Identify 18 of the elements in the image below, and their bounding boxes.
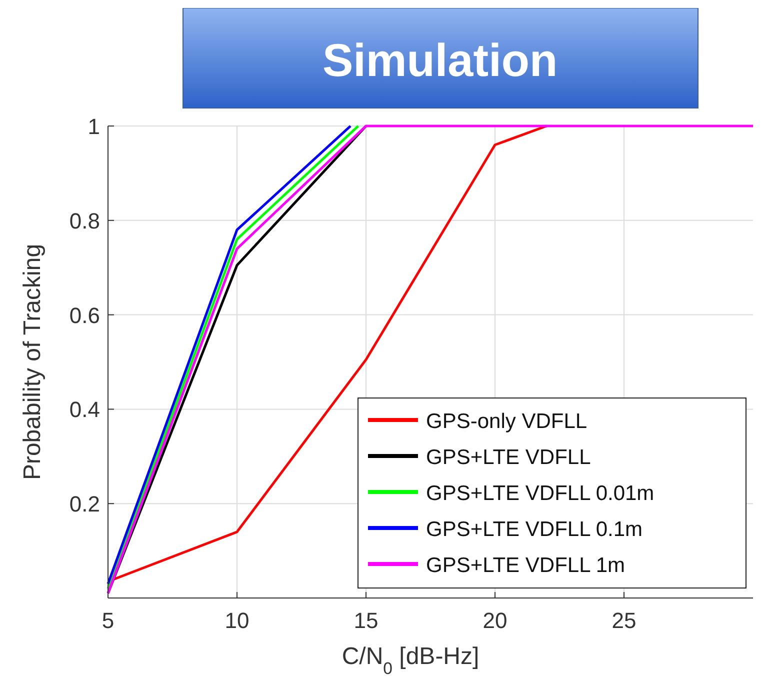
legend-label: GPS+LTE VDFLL [426, 446, 591, 469]
y-tick-label: 0.4 [69, 397, 100, 422]
x-tick-label: 20 [482, 608, 508, 633]
y-axis-title: Probability of Tracking [19, 244, 46, 480]
legend-label: GPS+LTE VDFLL 0.01m [426, 482, 654, 505]
x-tick-label: 15 [354, 608, 378, 633]
x-tick-label: 5 [102, 608, 114, 633]
legend-label: GPS+LTE VDFLL 1m [426, 554, 625, 577]
y-tick-label: 1 [88, 114, 100, 139]
x-axis-title: C/N$_{0}$ [dB-Hz] [342, 643, 480, 678]
legend-label: GPS-only VDFLL [426, 410, 588, 433]
chart-title: Simulation [322, 34, 558, 86]
y-tick-label: 0.8 [69, 208, 100, 234]
legend-label: GPS+LTE VDFLL 0.1m [426, 518, 643, 541]
x-tick-label: 10 [224, 608, 250, 633]
y-tick-label: 0.2 [69, 492, 100, 517]
y-tick-label: 0.6 [69, 302, 100, 328]
x-tick-label: 25 [612, 608, 636, 633]
